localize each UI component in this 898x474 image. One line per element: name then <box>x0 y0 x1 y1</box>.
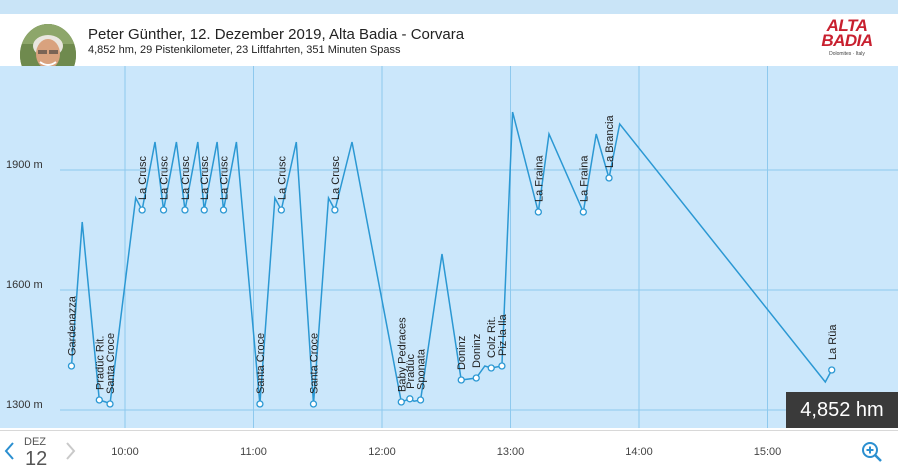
lift-label-21: La Brancia <box>604 115 616 168</box>
lift-marker-9[interactable] <box>277 206 285 214</box>
lift-marker-6[interactable] <box>200 206 208 214</box>
lift-marker-2[interactable] <box>106 400 114 408</box>
lift-marker-17[interactable] <box>487 364 495 372</box>
lift-label-17: Colz Rit. <box>486 316 498 358</box>
lift-marker-7[interactable] <box>219 206 228 214</box>
lift-marker-18[interactable] <box>498 362 506 370</box>
lift-marker-13[interactable] <box>406 395 414 403</box>
lift-label-15: Doninz <box>456 336 468 370</box>
lift-label-9: La Crusc <box>276 155 288 200</box>
next-day-button[interactable] <box>62 440 78 462</box>
logo-line2: BADIA <box>821 31 873 50</box>
lift-label-7: La Crusc <box>219 155 231 200</box>
y-tick-label-1: 1600 m <box>6 279 43 291</box>
page-title: Peter Günther, 12. Dezember 2019, Alta B… <box>88 26 465 43</box>
y-tick-label-0: 1300 m <box>6 399 43 411</box>
lift-marker-3[interactable] <box>138 206 146 214</box>
elevation-chart-area[interactable] <box>0 66 898 428</box>
x-tick-label-4: 14:00 <box>625 446 653 458</box>
lift-marker-1[interactable] <box>95 396 103 404</box>
chevron-right-icon <box>66 442 76 460</box>
lift-label-12: Baby Pedraces <box>396 317 408 392</box>
x-axis-labels: 10:00 11:00 12:00 13:00 14:00 15:00 <box>111 446 781 458</box>
lift-label-1: Pradüc Rit. <box>94 336 106 390</box>
lift-label-13: Pradüc <box>405 353 417 388</box>
lift-label-16: Doninz <box>471 334 483 368</box>
chevron-left-icon <box>4 442 14 460</box>
lift-label-5: La Crusc <box>180 155 192 200</box>
alta-badia-logo: ALTA BADIA Dolomites · Italy <box>818 16 876 64</box>
lift-label-11: La Crusc <box>330 155 342 200</box>
lift-marker-15[interactable] <box>457 376 465 384</box>
previous-day-button[interactable] <box>2 440 18 462</box>
y-axis-labels: 1300 m 1600 m 1900 m <box>6 159 43 411</box>
page-subtitle: 4,852 hm, 29 Pistenkilometer, 23 Liftfah… <box>88 44 401 56</box>
header <box>0 14 898 66</box>
lift-label-22: La Rüa <box>827 324 839 360</box>
lift-label-10: Santa Croce <box>308 333 320 394</box>
lift-marker-5[interactable] <box>181 206 189 214</box>
lift-label-19: La Fraina <box>533 155 545 202</box>
lift-marker-21[interactable] <box>605 174 613 182</box>
footer-divider <box>0 430 898 431</box>
lift-label-2: Santa Croce <box>105 333 117 394</box>
x-tick-label-2: 12:00 <box>368 446 396 458</box>
zoom-in-icon <box>862 442 882 462</box>
x-tick-label-0: 10:00 <box>111 446 139 458</box>
lift-marker-14[interactable] <box>416 396 425 404</box>
x-tick-label-1: 11:00 <box>240 446 267 458</box>
lift-marker-10[interactable] <box>309 400 318 408</box>
lift-label-4: La Crusc <box>159 155 171 200</box>
total-elevation-badge: 4,852 hm <box>786 392 898 428</box>
lift-marker-8[interactable] <box>256 400 264 408</box>
zoom-in-button[interactable] <box>860 440 884 464</box>
x-tick-label-3: 13:00 <box>497 446 525 458</box>
lift-marker-20[interactable] <box>579 208 587 216</box>
lift-label-3: La Crusc <box>137 155 149 200</box>
chart-grid <box>60 66 898 428</box>
lift-label-6: La Crusc <box>199 155 211 200</box>
lift-marker-12[interactable] <box>397 398 405 406</box>
lift-marker-11[interactable] <box>331 206 339 214</box>
date-month: DEZ <box>24 436 46 448</box>
lift-marker-4[interactable] <box>159 206 168 214</box>
lift-markers <box>67 174 836 408</box>
y-tick-label-2: 1900 m <box>6 159 43 171</box>
lift-marker-0[interactable] <box>67 362 76 370</box>
lift-label-18: Piz la Ila <box>497 314 509 356</box>
lift-marker-19[interactable] <box>534 208 542 216</box>
date-day: 12 <box>25 448 48 470</box>
lift-label-8: Santa Croce <box>255 333 267 394</box>
series-line <box>70 111 833 406</box>
logo-line1: ALTA <box>826 16 868 35</box>
lift-label-14: Sponata <box>416 348 428 390</box>
lift-marker-22[interactable] <box>828 366 836 374</box>
lift-label-0: Gardenazza <box>66 295 78 356</box>
x-tick-label-5: 15:00 <box>754 446 782 458</box>
logo-tagline: Dolomites · Italy <box>829 51 865 57</box>
top-accent-bar <box>0 0 898 14</box>
lift-marker-16[interactable] <box>472 374 480 382</box>
lift-label-20: La Fraina <box>578 155 590 202</box>
